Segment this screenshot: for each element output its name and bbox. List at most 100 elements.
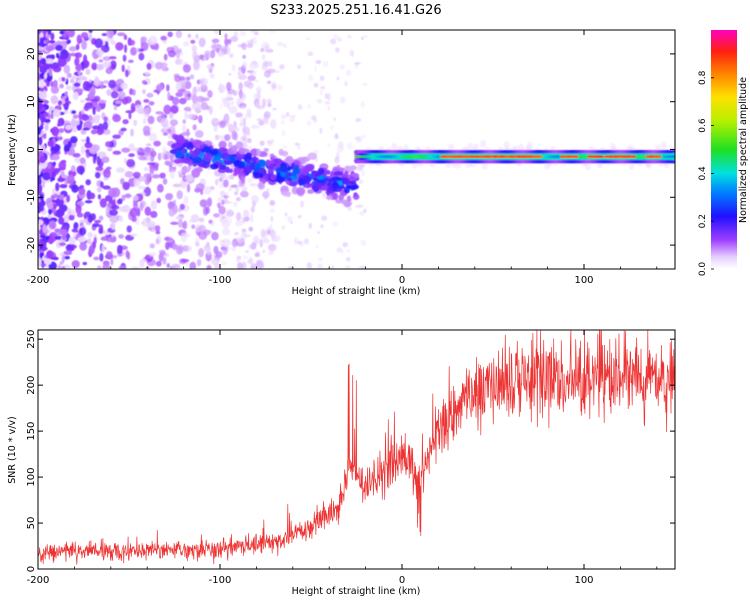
spectrogram-cell — [155, 238, 160, 245]
spectrogram-cell — [50, 95, 59, 105]
spectrogram-cell — [195, 242, 200, 247]
spectrogram-cell — [266, 98, 272, 105]
spectrogram-cell — [256, 86, 262, 93]
spectrogram-cell — [599, 155, 604, 159]
spectrogram-cell — [241, 261, 247, 269]
spectrogram-cell — [274, 158, 283, 165]
spectrogram-cell — [97, 99, 107, 104]
spectrogram-cell — [219, 103, 223, 110]
spectrogram-cell — [144, 206, 152, 216]
snr-marks — [38, 330, 675, 565]
spectrogram-cell — [245, 112, 252, 118]
spectrogram-cell — [249, 61, 258, 70]
spectrogram-cell — [164, 160, 171, 166]
spectrogram-cell — [220, 246, 227, 251]
spectrogram-cell — [77, 236, 87, 243]
spectrogram-cell — [38, 219, 44, 226]
spectrogram-cell — [240, 105, 246, 109]
spectrogram-cell — [339, 167, 345, 172]
spectrogram-cell — [161, 111, 165, 119]
spectrogram-cell — [111, 187, 121, 198]
spectrogram-cell — [246, 40, 251, 44]
spectrogram-cell — [41, 179, 45, 189]
spectrogram-cell — [160, 35, 167, 41]
colorbar-tick-label: 0.0 — [698, 262, 708, 277]
spectrogram-cell — [199, 77, 209, 86]
spectrogram-cell — [70, 165, 76, 172]
spectrogram-cell — [333, 171, 343, 176]
spectrogram-cell — [118, 265, 127, 269]
spectrogram-cell — [97, 151, 107, 158]
spectrogram-cell — [238, 75, 244, 79]
spectrogram-cell — [467, 142, 474, 151]
spectrogram-cell — [361, 170, 366, 177]
spectrogram-cell — [183, 156, 191, 164]
spectrogram-cell — [212, 156, 221, 161]
spectrogram-cell — [253, 167, 261, 173]
spectrogram-cell — [227, 174, 234, 180]
spectrogram-cell — [126, 225, 132, 233]
spectrogram-cell — [47, 140, 54, 147]
spectrogram-cell — [360, 265, 367, 269]
spectrogram-cell — [62, 103, 69, 107]
spectrogram-cell — [53, 79, 58, 88]
spectrogram-cell — [267, 229, 271, 235]
spectrogram-cell — [201, 163, 207, 168]
spectrogram-cell — [249, 256, 253, 261]
snr-frame — [37, 329, 676, 570]
spectrogram-cell — [253, 79, 260, 83]
spectrogram-cell — [109, 213, 119, 224]
spectrogram-cell — [90, 129, 98, 135]
spectrogram-cell — [143, 173, 152, 179]
spectrogram-cell — [148, 132, 158, 142]
spectrogram-cell — [85, 149, 91, 154]
spectrogram-cell — [94, 38, 104, 49]
spectrogram-cell — [40, 263, 47, 267]
spectrogram-cell — [350, 173, 359, 177]
spectrogram-cell — [211, 231, 219, 241]
spectrogram-cell — [122, 54, 127, 62]
y-tick-label: 50 — [26, 517, 37, 530]
spectrogram-cell — [166, 193, 173, 198]
spectrogram-cell — [362, 83, 368, 86]
spectrogram-cell — [38, 177, 42, 184]
spectrogram-cell — [218, 120, 226, 129]
spectrogram-cell — [118, 215, 124, 223]
spectrogram-cell — [261, 63, 268, 71]
spectrogram-cell — [123, 34, 128, 41]
spectrogram-cell — [250, 124, 260, 129]
spectrogram-cell — [38, 125, 42, 136]
spectrogram-cell — [159, 172, 166, 179]
spectrogram-cell — [222, 99, 230, 108]
spectrogram-cell — [94, 219, 102, 224]
spectrogram-cell — [148, 35, 158, 46]
spectrogram-cell — [205, 206, 211, 214]
spectrogram-cell — [259, 172, 264, 179]
spectrogram-cell — [262, 191, 270, 199]
spectrogram-cell — [198, 115, 203, 124]
spectrogram-cell — [672, 155, 675, 158]
spectrogram-cell — [130, 47, 137, 56]
spectrogram-cell — [56, 240, 62, 249]
spectrogram-cell — [63, 64, 71, 74]
spectrogram-cell — [185, 76, 191, 81]
spectrogram-cell — [329, 125, 334, 131]
spectrogram-cell — [68, 214, 75, 221]
colorbar-label: Normalized spectral amplitude — [738, 77, 749, 223]
spectrogram-cell — [83, 54, 88, 63]
spectrogram-cell — [331, 265, 335, 269]
spectrogram-cell — [41, 58, 47, 66]
spectrogram-cell — [61, 254, 65, 263]
spectrogram-cell — [223, 113, 230, 124]
spectrogram-cell — [230, 246, 237, 252]
spectrogram-cell — [316, 179, 327, 184]
spectrogram-cell — [297, 105, 303, 111]
spectrogram-cell — [297, 215, 302, 219]
spectrogram-cell — [46, 60, 54, 64]
spectrogram-cell — [322, 193, 327, 199]
spectrogram-cell — [90, 98, 100, 102]
spectrogram-cell — [219, 239, 225, 247]
spectrogram-cell — [259, 140, 265, 146]
spectrogram-cell — [89, 146, 98, 155]
spectrogram-cell — [332, 192, 339, 201]
